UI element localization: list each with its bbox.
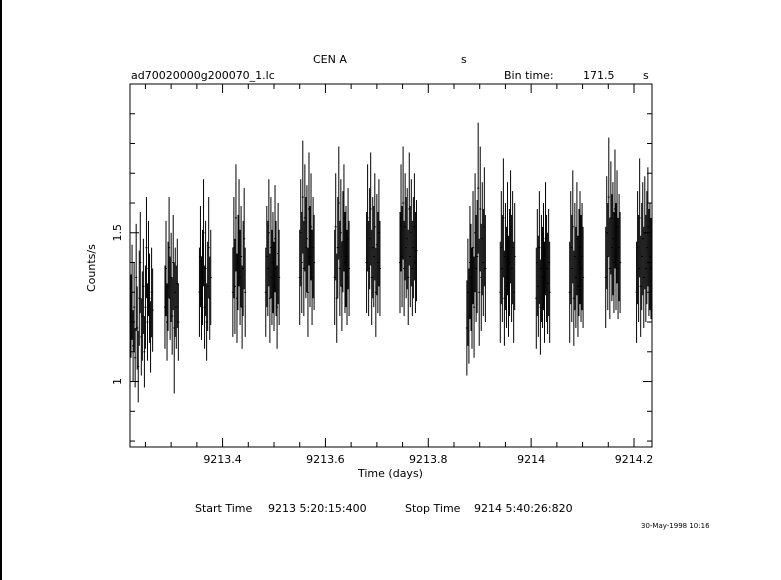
y-tick-label: 1 xyxy=(111,378,124,385)
start-time-value: 9213 5:20:15:400 xyxy=(268,502,367,515)
x-axis-label: Time (days) xyxy=(358,467,423,480)
bin-time-unit: s xyxy=(643,69,649,82)
data-series xyxy=(130,122,652,403)
x-tick-labels: 9213.4 9213.6 9213.8 9214 9214.2 xyxy=(203,453,653,466)
x-tick-label: 9213.4 xyxy=(203,453,242,466)
title-suffix: s xyxy=(461,53,467,66)
start-time-label: Start Time xyxy=(195,502,253,515)
file-name: ad70020000g200070_1.lc xyxy=(131,69,275,82)
timestamp-stamp: 30-May-1998 10:16 xyxy=(641,522,710,530)
x-tick-label: 9214.2 xyxy=(615,453,654,466)
bin-time-label: Bin time: xyxy=(504,69,554,82)
y-tick-label: 1.5 xyxy=(111,224,124,242)
y-tick-labels: 11.5 xyxy=(111,224,124,385)
stop-time-value: 9214 5:40:26:820 xyxy=(474,502,573,515)
bin-time-value: 171.5 xyxy=(583,69,615,82)
stop-time-label: Stop Time xyxy=(405,502,461,515)
y-axis-label: Counts/s xyxy=(85,244,98,292)
x-tick-label: 9214 xyxy=(517,453,545,466)
plot-frame xyxy=(129,83,653,448)
x-tick-label: 9213.8 xyxy=(409,453,448,466)
left-border xyxy=(0,0,2,580)
chart-title: CEN A xyxy=(313,53,347,66)
x-tick-label: 9213.6 xyxy=(306,453,345,466)
